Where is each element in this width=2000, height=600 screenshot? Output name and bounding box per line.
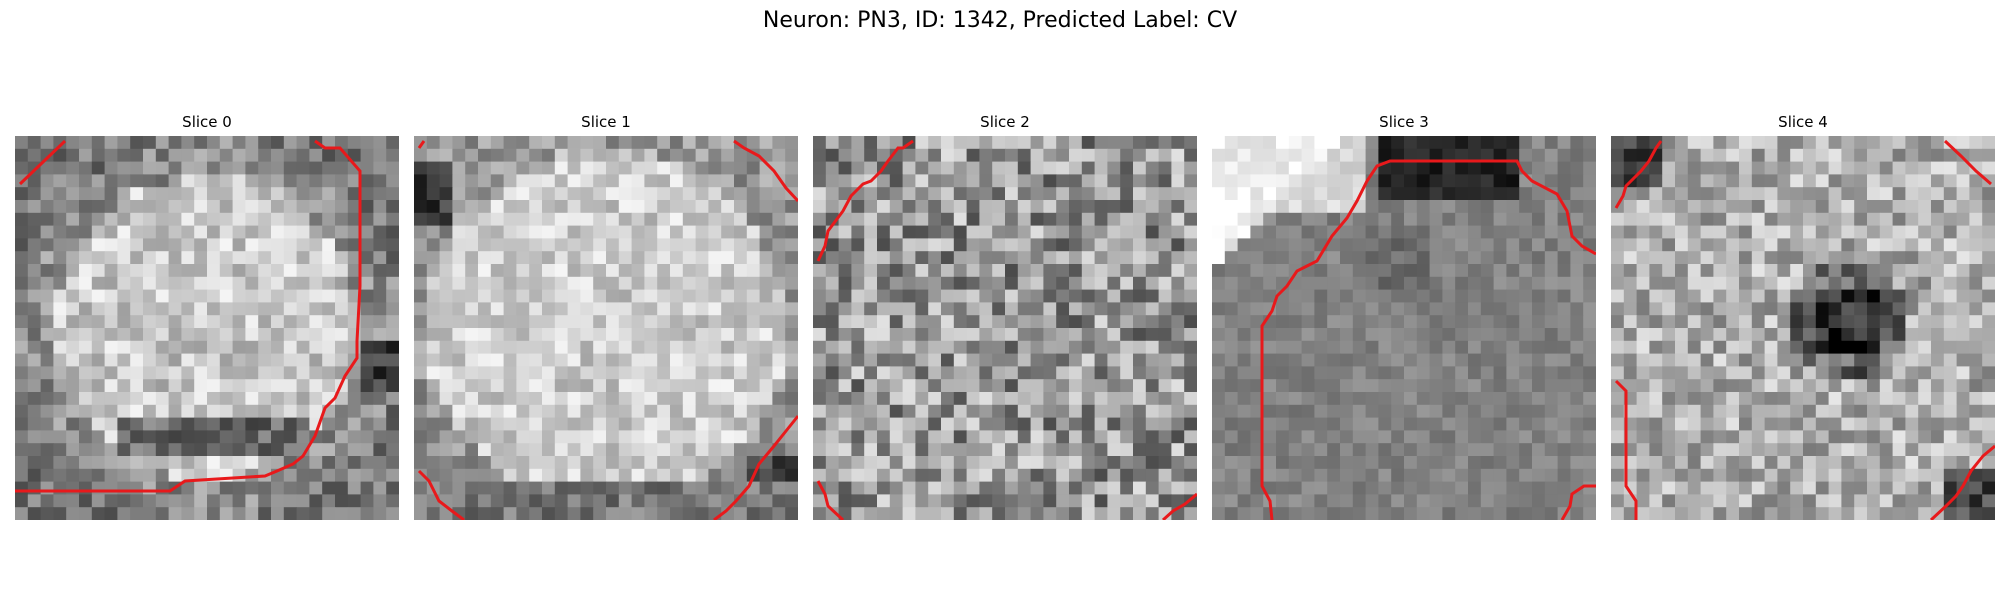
contour-line — [816, 480, 845, 520]
slice-panel-0: Slice 0 — [15, 112, 399, 520]
slice-image-4 — [1611, 136, 1995, 520]
slice-image-2 — [813, 136, 1197, 520]
contour-line — [1943, 139, 1992, 186]
slice-image-1 — [414, 136, 798, 520]
contour-line — [18, 139, 67, 186]
contour-line — [15, 139, 362, 493]
grayscale-pixels — [15, 136, 399, 520]
slice-image-0 — [15, 136, 399, 520]
grayscale-pixels — [1611, 136, 1995, 520]
slice-title: Slice 0 — [182, 113, 232, 131]
slice-panel-4: Slice 4 — [1611, 112, 1995, 520]
slice-panel-3: Slice 3 — [1212, 112, 1596, 520]
grayscale-pixels — [414, 136, 798, 520]
grayscale-pixels — [1212, 136, 1596, 520]
contour-line — [1161, 492, 1197, 520]
contour-line — [417, 140, 426, 149]
contour-line — [417, 469, 465, 520]
slice-title: Slice 2 — [980, 113, 1030, 131]
slice-image-3 — [1212, 136, 1596, 520]
contour-line — [733, 139, 798, 203]
slice-panel-1: Slice 1 — [414, 112, 798, 520]
contour-line — [1614, 379, 1638, 520]
slice-title: Slice 3 — [1379, 113, 1429, 131]
contour-line — [816, 139, 914, 262]
figure-title: Neuron: PN3, ID: 1342, Predicted Label: … — [762, 8, 1238, 33]
grayscale-pixels — [813, 136, 1197, 520]
slice-title: Slice 1 — [581, 113, 631, 131]
contour-line — [1929, 444, 1995, 520]
contour-line — [1560, 484, 1596, 520]
slice-title: Slice 4 — [1778, 113, 1828, 131]
contour-line — [1260, 159, 1596, 520]
contour-line — [1614, 140, 1663, 209]
slice-panel-2: Slice 2 — [813, 112, 1197, 520]
contour-line — [713, 415, 798, 520]
